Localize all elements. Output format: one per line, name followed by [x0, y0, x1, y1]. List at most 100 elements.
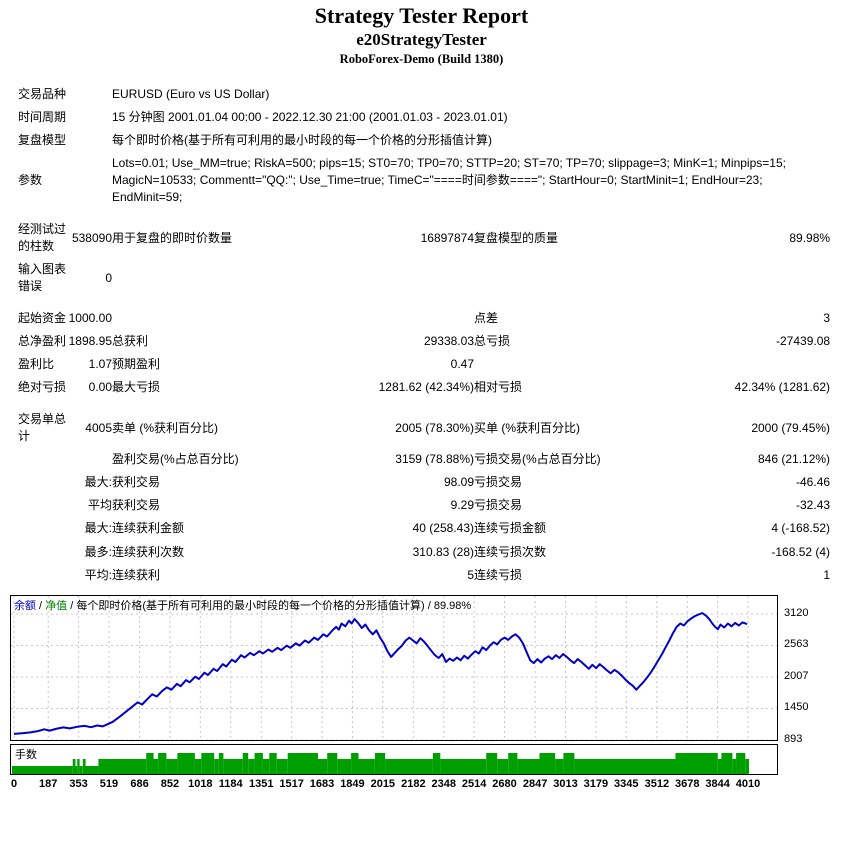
cell-label: 复盘模型 — [18, 132, 67, 147]
x-axis-label: 0 — [10, 777, 18, 790]
chart-legend: 余额 / 净值 / 每个即时价格(基于所有可利用的最小时段的每一个价格的分形插值… — [14, 597, 471, 613]
table-row: 平均 获利交易 9.29 亏损交易 -32.43 — [18, 494, 830, 517]
cell-value: 89.98% — [789, 230, 831, 245]
cell-value — [66, 83, 112, 106]
cell-value: -27439.08 — [776, 334, 831, 349]
cell-value — [352, 298, 474, 330]
cell-label: 获利交易 — [112, 475, 161, 490]
table-row: 绝对亏损 0.00 最大亏损 1281.62 (42.34%) 相对亏损 42.34% (… — [18, 376, 830, 399]
x-axis-label: 1517 — [279, 777, 304, 790]
cell-label: 复盘模型的质量 — [474, 230, 559, 245]
cell-label: 连续获利 — [112, 567, 161, 582]
cell-label: 交易品种 — [18, 86, 67, 101]
x-axis-label: 3844 — [705, 777, 730, 790]
x-axis-label: 1351 — [249, 777, 274, 790]
cell-label: 盈利比 — [18, 357, 55, 372]
cell-value — [714, 353, 830, 376]
expert-name: e20StrategyTester — [356, 30, 487, 50]
cell-label: 经测试过的柱数 — [18, 222, 67, 254]
charts-area: 余额 / 净值 / 每个即时价格(基于所有可利用的最小时段的每一个价格的分形插值… — [10, 594, 843, 795]
cell-label: 亏损交易 — [474, 498, 523, 513]
cell-label — [18, 448, 66, 471]
cell-label — [18, 564, 66, 587]
balance-chart-canvas — [11, 595, 777, 740]
report-header: Strategy Tester Report e20StrategyTester… — [0, 0, 843, 67]
cell-label: 总净盈利 — [18, 334, 67, 349]
y-axis-label: 3120 — [784, 606, 809, 619]
cell-label — [18, 471, 66, 494]
cell-label — [18, 541, 66, 564]
table-row: 盈利交易(%占总百分比) 3159 (78.88%) 亏损交易(%占总百分比) 846… — [18, 448, 830, 471]
cell-value — [352, 258, 474, 298]
cell-label: 总亏损 — [474, 334, 511, 349]
legend-item: 净值 — [45, 599, 68, 612]
cell-label: 亏损交易(%占总百分比) — [474, 452, 601, 467]
cell-value: 0.00 — [88, 380, 112, 395]
cell-value: 5 — [467, 567, 474, 582]
x-axis-label: 4010 — [735, 777, 761, 790]
table-row: 交易单总计 4005 卖单 (%获利百分比) 2005 (78.30%) 买单 (%获利… — [18, 399, 830, 448]
y-axis-label: 893 — [784, 732, 803, 745]
cell-value: 最多: — [84, 544, 112, 559]
x-axis-label: 3678 — [674, 777, 700, 790]
x-axis-label: 2847 — [522, 777, 548, 790]
y-axis-label: 2563 — [784, 638, 809, 651]
x-axis-label: 3345 — [614, 777, 639, 790]
table-row: 时间周期 15 分钟图 2001.01.04 00:00 - 2022.12.30… — [18, 106, 830, 129]
cell-value: 0.47 — [450, 357, 474, 372]
cell-value: 538090 — [71, 230, 112, 245]
x-axis-label: 3512 — [644, 777, 670, 790]
cell-label: 连续亏损金额 — [474, 521, 547, 536]
cell-label: 连续亏损次数 — [474, 544, 547, 559]
table-row: 经测试过的柱数 538090 用于复盘的即时价数量 16897874 复盘模型的质量 89… — [18, 209, 830, 258]
table-row: 起始资金 1000.00 点差 3 — [18, 298, 830, 330]
cell-value: -168.52 (4) — [771, 544, 831, 559]
x-axis-label: 187 — [39, 777, 58, 790]
cell-label: Lots=0.01; Use_MM=true; RiskA=500; pips=… — [112, 155, 786, 205]
x-axis-label: 3013 — [553, 777, 578, 790]
cell-label: 时间周期 — [18, 109, 67, 124]
table-row: 最多: 连续获利次数 310.83 (28) 连续亏损次数 -168.52 (4) — [18, 541, 830, 564]
table-row: 最大: 获利交易 98.09 亏损交易 -46.46 — [18, 471, 830, 494]
cell-value: 846 (21.12%) — [758, 452, 831, 467]
cell-label: 起始资金 — [18, 311, 67, 326]
cell-label — [18, 494, 66, 517]
x-axis-labels: 0 187 353 519 686 852 1018 1184 1351 1517 1683 1849… — [10, 777, 800, 795]
cell-label: 点差 — [474, 311, 499, 326]
cell-value: -32.43 — [796, 498, 831, 513]
cell-label: 输入图表错误 — [18, 262, 67, 294]
lots-chart-canvas — [12, 752, 749, 774]
cell-label: 每个即时价格(基于所有可利用的最小时段的每一个价格的分形插值计算) — [112, 132, 492, 147]
cell-value: 40 (258.43) — [412, 521, 474, 536]
cell-label: 连续获利次数 — [112, 544, 185, 559]
cell-label: 用于复盘的即时价数量 — [112, 230, 233, 245]
cell-value — [66, 152, 112, 209]
cell-value: 29338.03 — [423, 334, 474, 349]
legend-separator: / — [424, 599, 434, 612]
table-row: 交易品种 EURUSD (Euro vs US Dollar) — [18, 83, 830, 106]
cell-value: 9.29 — [450, 498, 474, 513]
cell-label: 亏损交易 — [474, 475, 523, 490]
server-build: RoboForex-Demo (Build 1380) — [339, 51, 504, 66]
cell-label: EURUSD (Euro vs US Dollar) — [112, 86, 270, 101]
cell-value: 2000 (79.45%) — [751, 420, 831, 435]
cell-value: 0 — [105, 270, 112, 285]
cell-value: -46.46 — [796, 475, 831, 490]
table-row: 平均: 连续获利 5 连续亏损 1 — [18, 564, 830, 587]
cell-label — [112, 258, 352, 298]
cell-value: 最大: — [84, 475, 112, 490]
x-axis-label: 3179 — [583, 777, 609, 790]
cell-value: 2005 (78.30%) — [395, 420, 474, 435]
balance-chart: 余额 / 净值 / 每个即时价格(基于所有可利用的最小时段的每一个价格的分形插值… — [10, 594, 778, 741]
cell-value — [66, 448, 112, 471]
x-axis-label: 519 — [99, 777, 119, 790]
cell-value: 1281.62 (42.34%) — [378, 380, 474, 395]
cell-label: 最大亏损 — [112, 380, 161, 395]
cell-label — [474, 353, 714, 376]
cell-value: 1898.95 — [68, 334, 112, 349]
cell-label: 买单 (%获利百分比) — [474, 420, 580, 435]
legend-item: 余额 — [14, 599, 36, 612]
cell-label: 绝对亏损 — [18, 380, 67, 395]
cell-value: 平均: — [84, 567, 112, 582]
x-axis-label: 2680 — [492, 777, 517, 790]
